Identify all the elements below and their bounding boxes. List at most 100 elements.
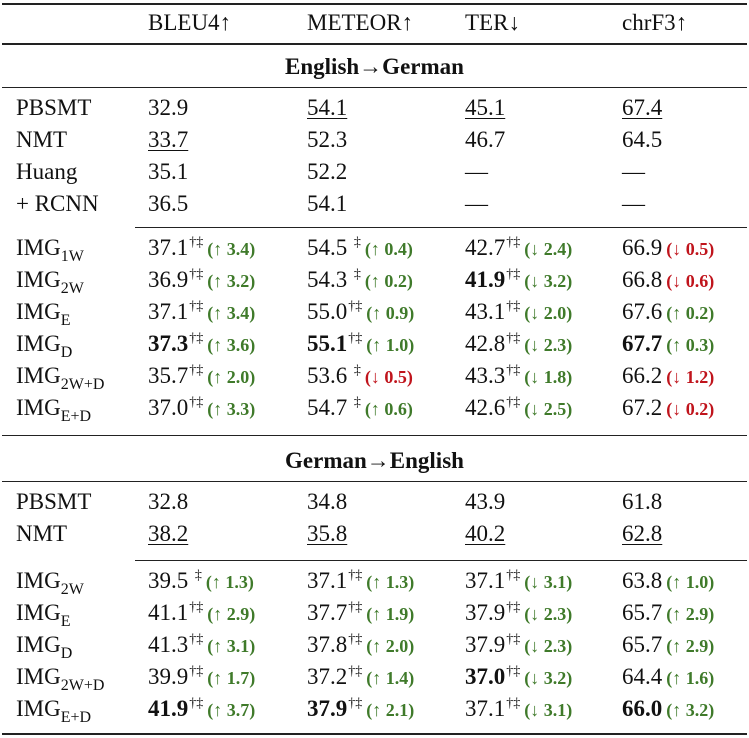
best-score: 41.9	[148, 696, 189, 721]
delta-improvement: (↑ 0.3)	[666, 335, 715, 355]
score-meteor: 37.9†‡ (↑ 2.1)	[307, 694, 414, 728]
delta-degradation: (↓ 0.6)	[666, 271, 715, 291]
system-name-subscript: D	[60, 344, 73, 361]
best-score: 37.3	[148, 331, 189, 356]
section-title-en-de: English→German	[285, 54, 464, 79]
score-value: 53.6	[307, 363, 348, 388]
significance-marker: †‡	[189, 696, 204, 711]
system-name: IMGD	[16, 329, 72, 362]
score-bleu4: 32.8	[148, 487, 188, 517]
score-value: 37.7	[307, 600, 348, 625]
delta-improvement: (↑ 1.9)	[366, 604, 415, 624]
delta-improvement: (↑ 0.9)	[366, 303, 415, 323]
delta-improvement: (↓ 2.0)	[524, 303, 573, 323]
table-row: IMG2W+D 35.7†‡ (↑ 2.0) 53.6 ‡ (↓ 0.5) 43.3†‡(…	[0, 361, 749, 393]
table-row: PBSMT 32.9 54.1 45.1 67.4	[0, 93, 749, 123]
best-score: 66.0	[622, 696, 663, 721]
significance-marker: †‡	[506, 395, 521, 410]
significance-marker: †‡	[189, 363, 204, 378]
significance-marker: †‡	[189, 600, 204, 615]
delta-improvement: (↑ 2.9)	[666, 636, 715, 656]
system-name: NMT	[16, 127, 68, 152]
system-name: PBSMT	[16, 95, 92, 120]
best-baseline-score: 54.1	[307, 95, 348, 120]
score-chrf3: 65.7 (↑ 2.9)	[622, 598, 714, 629]
score-value: 54.5	[307, 235, 348, 260]
top-rule	[2, 3, 747, 5]
score-bleu4: 37.1†‡ (↑ 3.4)	[148, 233, 255, 267]
section-2-top-rule	[2, 435, 747, 436]
significance-marker: ‡	[189, 568, 202, 583]
system-name: PBSMT	[16, 489, 92, 514]
delta-improvement: (↓ 1.8)	[524, 367, 573, 387]
score-value: 66.2	[622, 363, 663, 388]
significance-marker: †‡	[348, 664, 363, 679]
delta-improvement: (↓ 3.1)	[524, 700, 573, 720]
significance-marker: †‡	[506, 696, 521, 711]
best-baseline-score: 40.2	[465, 521, 506, 546]
table-row: IMG2W+D 39.9†‡ (↑ 1.7) 37.2†‡ (↑ 1.4) 37.0†‡(…	[0, 662, 749, 694]
score-meteor: 37.7†‡ (↑ 1.9)	[307, 598, 414, 632]
table-row: + RCNN 36.5 54.1 — —	[0, 189, 749, 219]
score-chrf3: 67.2 (↓ 0.2)	[622, 393, 714, 424]
table-row: IMG1W 37.1†‡ (↑ 3.4) 54.5 ‡ (↑ 0.4) 42.7†‡ (↓ …	[0, 233, 749, 265]
delta-improvement: (↑ 1.0)	[366, 335, 415, 355]
score-bleu4: 33.7	[148, 125, 188, 155]
delta-improvement: (↑ 3.2)	[207, 271, 256, 291]
header-rule	[2, 43, 747, 45]
score-value: 35.7	[148, 363, 189, 388]
system-name-base: IMG	[16, 363, 61, 388]
score-value: 37.1	[307, 568, 348, 593]
score-ter: 43.3†‡ (↓ 1.8)	[465, 361, 572, 395]
score-value: 43.3	[465, 363, 506, 388]
score-meteor: 55.0†‡ (↑ 0.9)	[307, 297, 414, 331]
score-value: 32.8	[148, 489, 189, 514]
table-row: IMG2W 36.9†‡ (↑ 3.2) 54.3 ‡ (↑ 0.2) 41.9†‡ (↓ …	[0, 265, 749, 298]
significance-marker: †‡	[348, 600, 363, 615]
section-1-baseline-divider	[135, 227, 747, 228]
score-value: 35.1	[148, 159, 189, 184]
system-name: IMGD	[16, 630, 72, 663]
system-name-subscript: E+D	[60, 709, 92, 726]
score-chrf3: 62.8	[622, 519, 662, 549]
score-ter: 37.1†‡ (↓ 3.1)	[465, 566, 572, 600]
score-value: —	[465, 159, 488, 184]
table-row: NMT 33.7 52.3 46.7 64.5	[0, 125, 749, 155]
column-header-row: BLEU4↑ METEOR↑ TER↓ chrF3↑	[0, 8, 749, 38]
system-name-subscript: E	[60, 312, 71, 329]
delta-improvement: (↑ 1.4)	[366, 668, 415, 688]
significance-marker: †‡	[189, 395, 204, 410]
system-name: IMGE+D	[16, 393, 91, 426]
system-name-base: IMG	[16, 331, 61, 356]
delta-improvement: (↓ 2.3)	[524, 335, 573, 355]
score-chrf3: 63.8 (↑ 1.0)	[622, 566, 714, 597]
score-ter: 46.7	[465, 125, 505, 155]
score-chrf3: 64.5	[622, 125, 662, 155]
section-2-title-rule	[2, 481, 747, 482]
significance-marker: †‡	[506, 331, 521, 346]
system-name-base: IMG	[16, 696, 61, 721]
score-bleu4: 36.5	[148, 189, 188, 219]
score-value: —	[622, 191, 645, 216]
system-name-base: IMG	[16, 299, 61, 324]
significance-marker: †‡	[506, 664, 521, 679]
score-bleu4: 37.0†‡ (↑ 3.3)	[148, 393, 255, 427]
score-chrf3: 67.6 (↑ 0.2)	[622, 297, 714, 328]
score-chrf3: —	[622, 189, 645, 219]
score-value: 42.8	[465, 331, 506, 356]
score-chrf3: 64.4 (↑ 1.6)	[622, 662, 714, 693]
system-name: IMG2W	[16, 265, 84, 298]
score-value: 52.2	[307, 159, 348, 184]
delta-improvement: (↑ 0.6)	[364, 399, 413, 419]
score-value: 39.9	[148, 664, 189, 689]
delta-improvement: (↑ 2.1)	[366, 700, 415, 720]
system-name-subscript: E+D	[60, 408, 92, 425]
score-value: —	[465, 191, 488, 216]
score-value: 37.9	[465, 600, 506, 625]
column-header-bleu4: BLEU4↑	[148, 10, 232, 35]
score-value: 37.8	[307, 632, 348, 657]
score-value: 66.8	[622, 267, 663, 292]
column-header-chrf3: chrF3↑	[622, 10, 688, 35]
delta-improvement: (↑ 3.3)	[207, 399, 256, 419]
score-value: 65.7	[622, 632, 663, 657]
